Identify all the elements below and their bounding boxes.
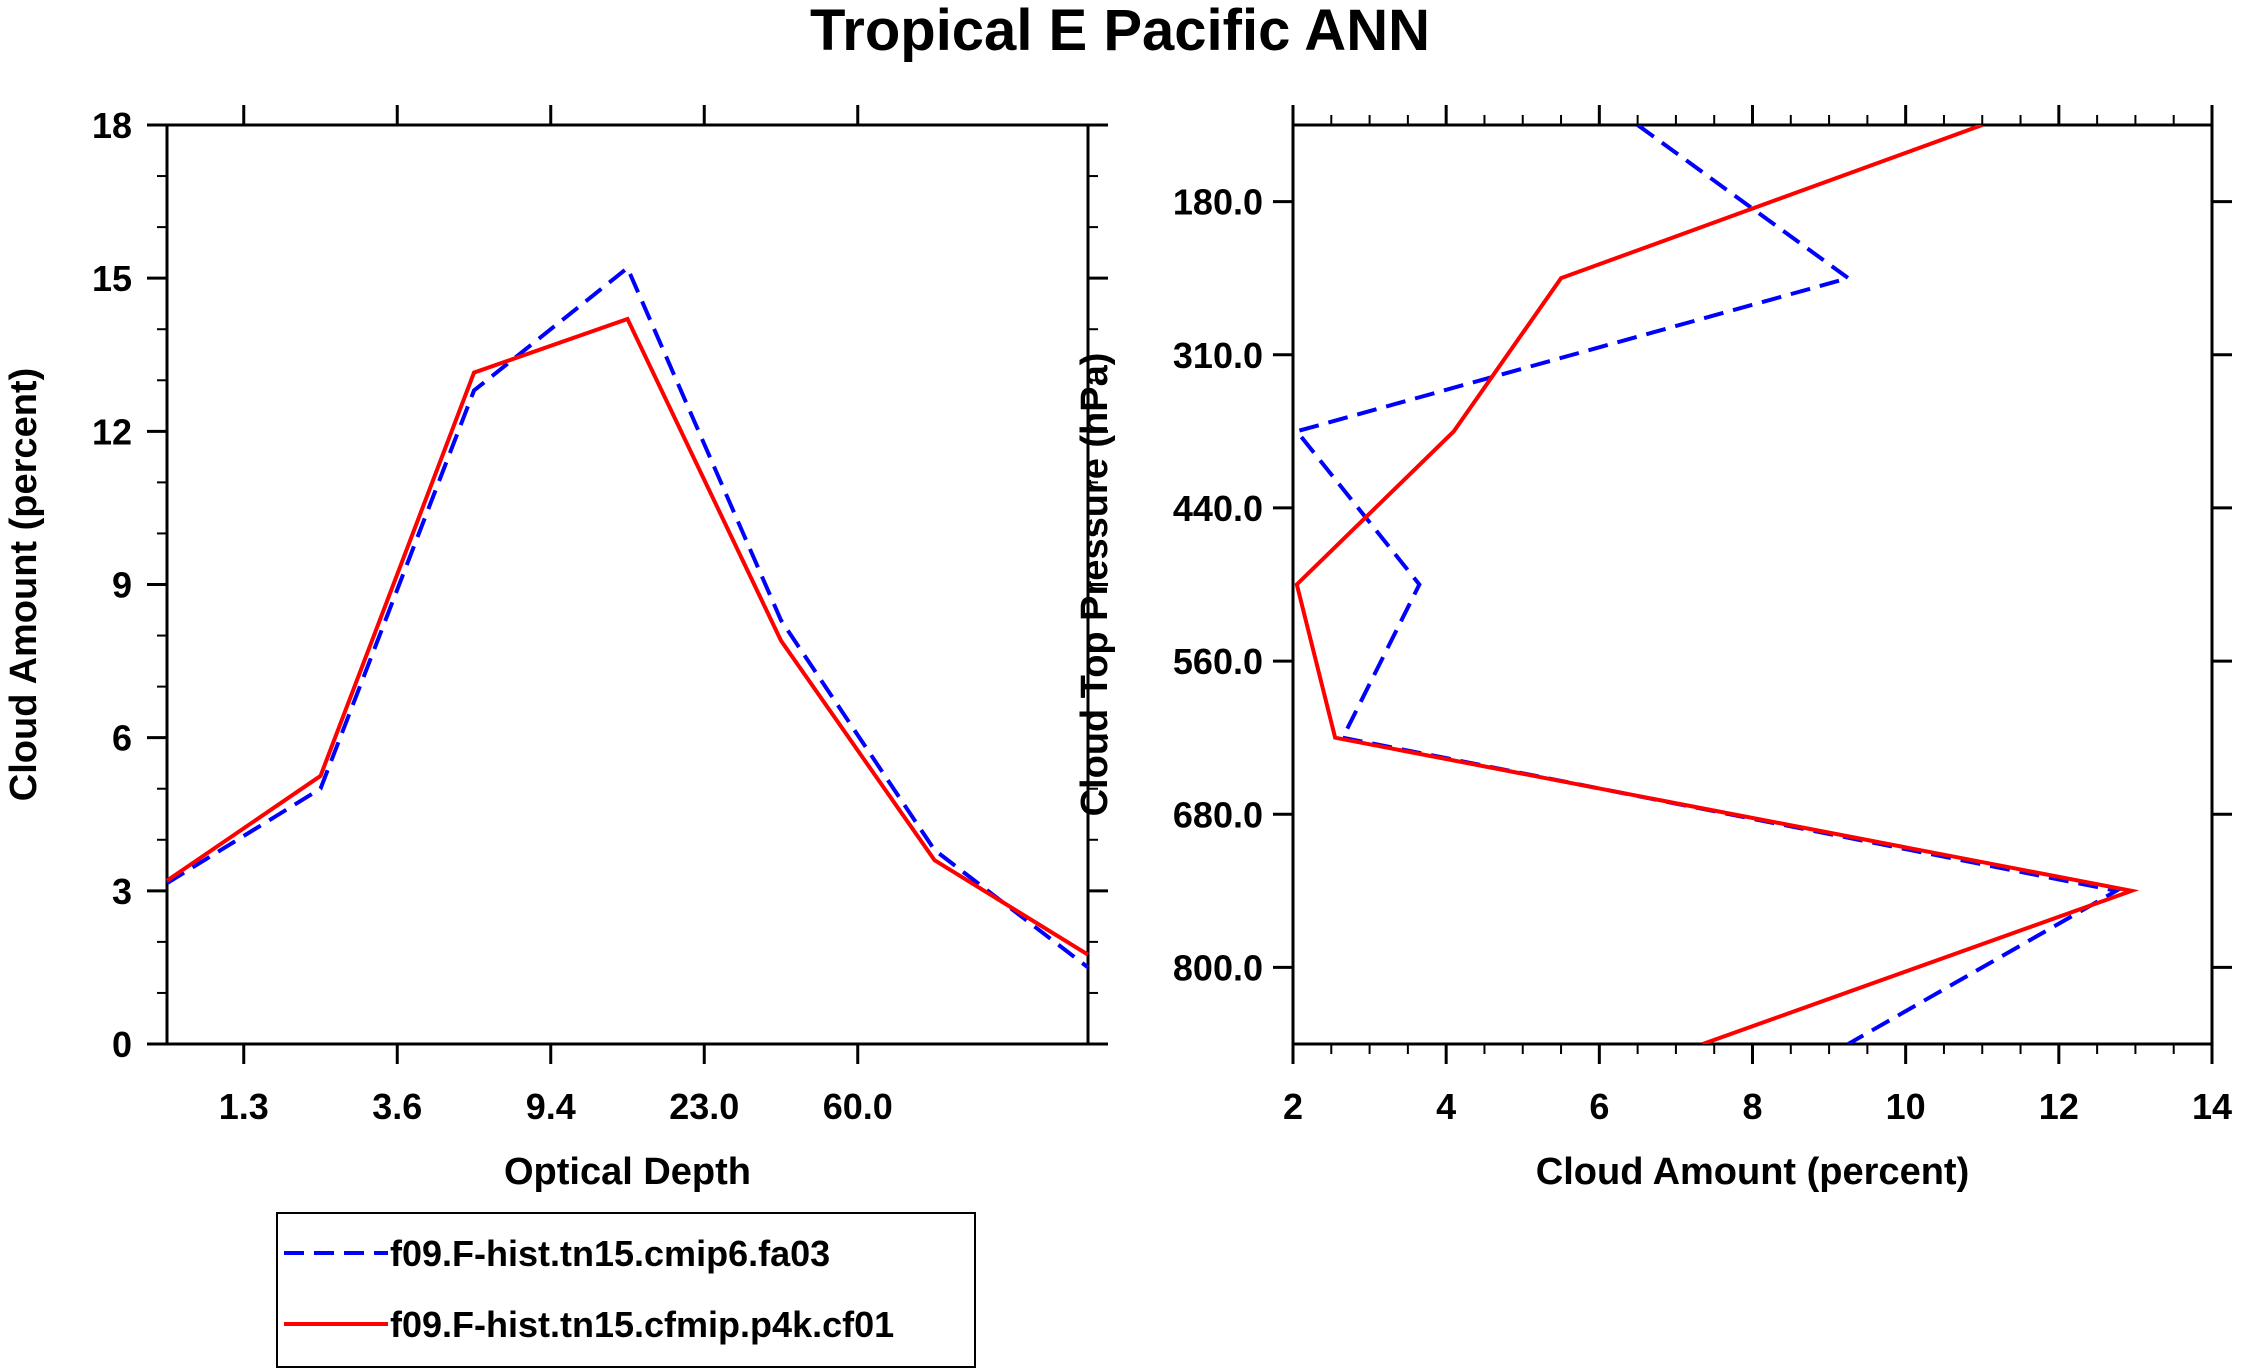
y-tick-label: 310.0: [1173, 335, 1263, 376]
x-tick-label: 9.4: [526, 1086, 576, 1127]
y-tick-label: 800.0: [1173, 947, 1263, 988]
optical-depth-panel: 0 3 6 9 12 15 18 1.3 3.6 9.4 23.0 60.0 Optical Depth…: [3, 105, 1108, 1193]
x-tick-label: 3.6: [372, 1086, 422, 1127]
x-tick-label: 14: [2192, 1086, 2232, 1127]
x-axis-label: Optical Depth: [504, 1151, 751, 1193]
y-axis-label: Cloud Top Pressure (hPa): [1074, 353, 1116, 817]
y-tick-label: 12: [92, 411, 132, 452]
y-tick-label: 560.0: [1173, 641, 1263, 682]
chart-title: Tropical E Pacific ANN: [810, 0, 1430, 63]
pressure-panel: 2 4 6 8 10 12 14 180.0 310.0 440.0 560.0 680.0 800.0…: [1074, 105, 2232, 1193]
x-tick-label: 6: [1589, 1086, 1609, 1127]
y-tick-label: 6: [112, 718, 132, 759]
y-axis-label: Cloud Amount (percent): [3, 368, 45, 801]
legend-label-p4k: f09.F-hist.tn15.cfmip.p4k.cf01: [390, 1304, 894, 1345]
y-tick-label: 440.0: [1173, 488, 1263, 529]
legend-box: [276, 1212, 976, 1368]
series-line-cmip6: [1293, 125, 2122, 1044]
x-tick-label: 1.3: [219, 1086, 269, 1127]
x-tick-label: 23.0: [669, 1086, 739, 1127]
x-axis-label: Cloud Amount (percent): [1536, 1151, 1969, 1193]
x-tick-label: 4: [1436, 1086, 1456, 1127]
y-tick-label: 15: [92, 258, 132, 299]
plot-frame: [165, 123, 1090, 1046]
y-tick-label: 3: [112, 871, 132, 912]
series-line-p4k: [165, 316, 1090, 957]
y-tick-label: 0: [112, 1024, 132, 1065]
legend: f09.F-hist.tn15.cmip6.fa03 f09.F-hist.tn…: [276, 1212, 976, 1368]
x-tick-label: 8: [1742, 1086, 1762, 1127]
series-line-cmip6: [165, 264, 1090, 970]
plot-frame: [1291, 123, 2214, 1046]
series-line-p4k: [1294, 125, 2140, 1044]
x-tick-label: 60.0: [823, 1086, 893, 1127]
y-tick-label: 180.0: [1173, 182, 1263, 223]
x-tick-label: 12: [2039, 1086, 2079, 1127]
y-tick-label: 18: [92, 105, 132, 146]
x-tick-label: 10: [1886, 1086, 1926, 1127]
y-tick-label: 680.0: [1173, 794, 1263, 835]
legend-label-cmip6: f09.F-hist.tn15.cmip6.fa03: [390, 1233, 830, 1274]
x-tick-label: 2: [1283, 1086, 1303, 1127]
y-tick-label: 9: [112, 565, 132, 606]
